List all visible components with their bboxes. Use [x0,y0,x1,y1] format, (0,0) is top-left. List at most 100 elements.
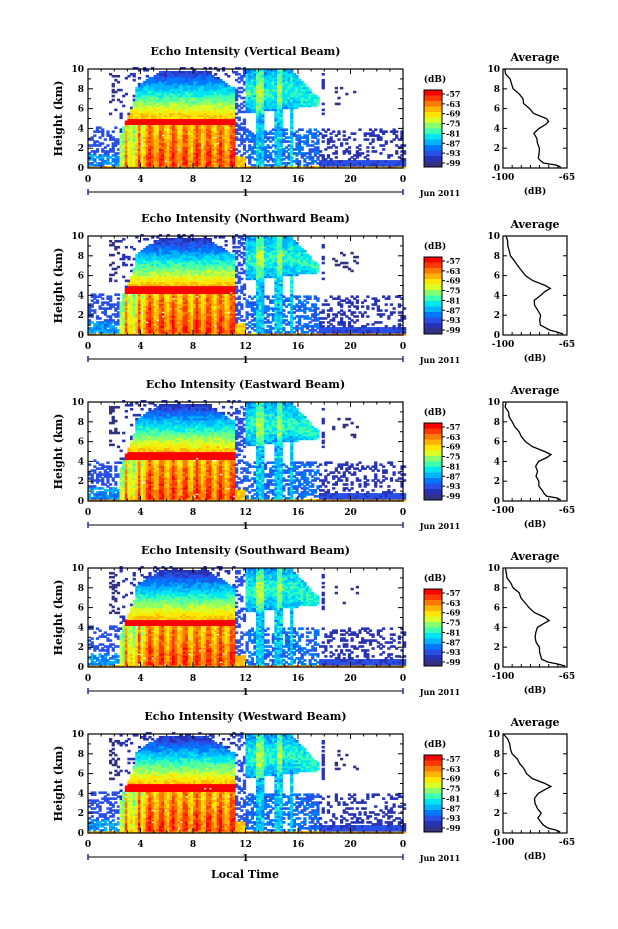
heatmap-cell [127,132,131,135]
heatmap-cell [140,138,144,141]
heatmap-cell [379,152,383,155]
heatmap-cell [172,116,176,120]
heatmap-cell [321,108,325,112]
heatmap-cell [203,140,207,143]
heatmap-cell [103,154,107,157]
heatmap-cell [135,88,139,92]
heatmap-cell [130,114,134,118]
heatmap-cell [148,118,152,122]
heatmap-cell [190,122,194,126]
heatmap-cell [193,148,197,151]
heatmap-cell [137,108,142,112]
heatmap-cell [166,164,170,167]
heatmap-cell [361,152,365,155]
heatmap-cell [148,82,152,86]
heatmap-cell [185,118,189,122]
heatmap-cell [198,164,202,167]
heatmap-cell [130,120,134,124]
heatmap-cell [164,72,168,76]
heatmap-cell [114,74,118,78]
heatmap-cell [127,136,131,139]
heatmap-cell [122,136,126,139]
heatmap-cell [200,158,205,161]
heatmap-cell [140,118,144,122]
heatmap-cell [88,158,92,161]
heatmap-cell [174,104,178,108]
heatmap-cell [198,120,202,124]
heatmap-cell [151,102,155,106]
heatmap-cell [148,122,152,126]
heatmap-cell [164,142,168,145]
profile-frame [502,68,568,169]
heatmap-cell [106,132,110,135]
heatmap-cell [109,148,113,151]
heatmap-cell [169,100,173,104]
heatmap-cell [182,166,186,169]
heatmap-cell [174,154,178,157]
heatmap-cell [366,138,370,141]
heatmap-cell [135,158,139,161]
heatmap-cell [151,88,155,92]
heatmap-cell [132,150,136,153]
heatmap-cell [179,100,184,104]
heatmap-cell [111,154,115,157]
heatmap-cell [137,84,142,88]
heatmap-cell [127,158,131,161]
heatmap-cell [203,164,207,167]
heatmap-cell [111,164,115,167]
heatmap-cell [379,136,383,139]
heatmap-cell [140,112,144,116]
heatmap-cell [187,154,191,157]
heatmap-cell [182,126,186,129]
heatmap-cell [185,70,189,74]
heatmap-cell [195,114,199,118]
heatmap-cell [185,130,189,133]
heatmap-cell [195,76,199,80]
heatmap-cell [143,118,147,122]
heatmap-cell [137,146,142,149]
heatmap-cell [93,166,97,169]
heatmap-cell [200,146,205,149]
heatmap-cell [106,156,110,159]
heatmap-cell [206,134,210,137]
heatmap-cell [198,154,202,157]
heatmap-cell [153,116,157,120]
heatmap-cell [164,136,168,139]
heatmap-cell [106,150,110,153]
heatmap-cell [135,96,139,100]
heatmap-cell [172,112,176,116]
heatmap-cell [177,132,181,135]
heatmap-cell [119,134,123,137]
heatmap-cell [137,110,142,114]
heatmap-cell [156,94,160,98]
heatmap-cell [316,146,320,149]
heatmap-cell [203,67,207,70]
heatmap-cell [161,88,165,92]
heatmap-cell [95,140,100,143]
heatmap-cell [169,130,173,133]
heatmap-cell [127,122,131,126]
heatmap-cell [179,120,184,124]
heatmap-cell [151,94,155,98]
heatmap-cell [195,78,199,82]
heatmap-cell [130,116,134,120]
heatmap-cell [182,92,186,96]
colorbar-swatch [424,106,442,113]
heatmap-cell [161,132,165,135]
heatmap-cell [132,136,136,139]
heatmap-cell [193,118,197,122]
heatmap-cell [148,158,152,161]
heatmap-cell [101,158,105,161]
heatmap-cell [179,108,184,112]
heatmap-cell [153,98,157,102]
heatmap-cell [132,100,136,104]
heatmap-cell [169,128,173,131]
heatmap-cell [203,88,207,92]
heatmap-cell [140,142,144,145]
heatmap-cell [158,130,163,133]
heatmap-cell [172,144,176,147]
heatmap-cell [200,102,205,106]
heatmap-cell [203,80,207,84]
heatmap-cell [177,80,181,84]
heatmap-cell [326,128,331,131]
